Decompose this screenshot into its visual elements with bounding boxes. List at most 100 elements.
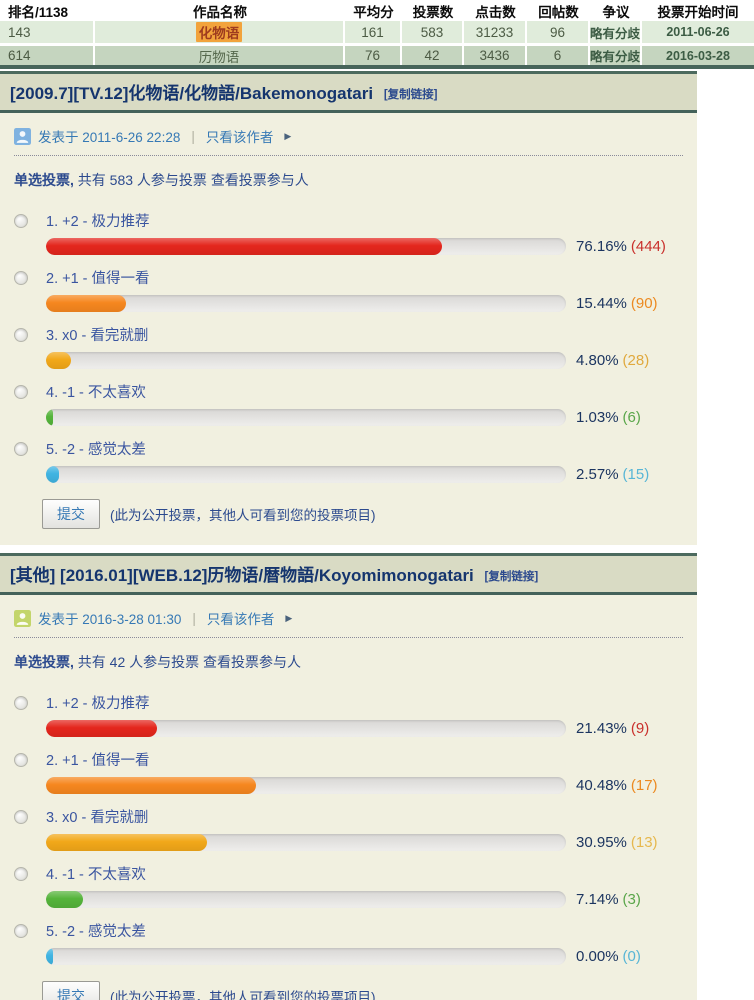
vote-bar-fill	[46, 948, 53, 965]
poll-option: 2. +1 - 值得一看 40.48% (17)	[14, 749, 683, 794]
vote-bar-fill	[46, 834, 207, 851]
vote-count: (90)	[630, 295, 658, 312]
vote-count-value: 583	[402, 21, 464, 43]
divider: |	[192, 610, 196, 626]
vote-count: (444)	[630, 238, 666, 255]
avatar	[14, 127, 31, 145]
only-author-link[interactable]: 只看该作者	[205, 130, 274, 145]
reply-count-value: 6	[527, 46, 590, 65]
option-label: 4. -1 - 不太喜欢	[46, 867, 146, 883]
vote-bar-fill	[46, 466, 60, 483]
vote-percent: 4.80%	[576, 352, 619, 369]
thread-title-bar: [其他] [2016.01][WEB.12]历物语/暦物語/Koyomimono…	[0, 553, 697, 595]
only-author-link[interactable]: 只看该作者	[206, 612, 275, 627]
vote-bar-track	[46, 352, 566, 369]
avg-score-value: 76	[345, 46, 402, 65]
poll-option: 3. x0 - 看完就删 4.80% (28)	[14, 324, 683, 369]
radio-button[interactable]	[14, 441, 28, 456]
vote-bar-track	[46, 834, 566, 851]
dotted-divider	[14, 637, 683, 638]
vote-bar-track	[46, 720, 566, 737]
radio-button[interactable]	[14, 327, 28, 342]
vote-count: (28)	[622, 352, 650, 369]
vote-percent: 1.03%	[576, 409, 619, 426]
vote-count: (13)	[630, 834, 658, 851]
submit-vote-button[interactable]: 提交	[42, 981, 100, 1000]
header-click-count: 点击数	[475, 4, 516, 20]
copy-link[interactable]: [复制链接]	[484, 571, 539, 583]
view-voters-link[interactable]: 查看投票参与人	[210, 172, 309, 188]
vote-bar-fill	[46, 891, 84, 908]
vote-percent: 21.43%	[576, 720, 627, 737]
posted-timestamp: 发表于 2011-6-26 22:28	[38, 130, 181, 145]
vote-count: (15)	[622, 466, 650, 483]
public-vote-note: (此为公开投票，其他人可看到您的投票项目)	[110, 990, 376, 1000]
thread-title: [其他] [2016.01][WEB.12]历物语/暦物語/Koyomimono…	[10, 566, 474, 585]
rank-value: 614	[0, 46, 95, 65]
start-date-value: 2011-06-26	[666, 25, 730, 39]
option-label: 3. x0 - 看完就删	[46, 328, 149, 344]
chevron-right-icon[interactable]: ▶	[285, 612, 293, 623]
vote-percent: 30.95%	[576, 834, 627, 851]
highlighted-title[interactable]: 化物语	[195, 22, 243, 42]
radio-button[interactable]	[14, 866, 28, 881]
work-title[interactable]: 历物语	[95, 46, 345, 65]
radio-button[interactable]	[14, 923, 28, 938]
poll-option: 3. x0 - 看完就删 30.95% (13)	[14, 806, 683, 851]
copy-link[interactable]: [复制链接]	[383, 89, 438, 101]
vote-count: (3)	[622, 891, 641, 908]
vote-count: (17)	[630, 777, 658, 794]
radio-button[interactable]	[14, 695, 28, 710]
option-label: 2. +1 - 值得一看	[46, 753, 150, 769]
spacer	[0, 545, 754, 551]
radio-button[interactable]	[14, 270, 28, 285]
public-vote-note: (此为公开投票，其他人可看到您的投票项目)	[110, 508, 376, 523]
vote-bar-fill	[46, 238, 443, 255]
click-count-value: 31233	[464, 21, 527, 43]
poll-title: 单选投票, 共有 583 人参与投票 查看投票参与人	[14, 170, 683, 190]
vote-percent: 2.57%	[576, 466, 619, 483]
chevron-right-icon[interactable]: ▶	[284, 130, 292, 141]
radio-button[interactable]	[14, 384, 28, 399]
avatar	[14, 609, 31, 627]
vote-bar-track	[46, 409, 566, 426]
thread-title-bar: [2009.7][TV.12]化物语/化物語/Bakemonogatari [复…	[0, 71, 697, 113]
divider: |	[191, 128, 195, 144]
radio-button[interactable]	[14, 809, 28, 824]
submit-vote-button[interactable]: 提交	[42, 499, 100, 529]
post-meta: 发表于 2016-3-28 01:30 | 只看该作者 ▶	[14, 608, 683, 628]
option-label: 4. -1 - 不太喜欢	[46, 385, 146, 401]
dotted-divider	[14, 155, 683, 156]
poll-participants: 共有 42 人参与投票	[73, 654, 204, 670]
vote-count: (9)	[630, 720, 650, 737]
poll-type: 单选投票,	[14, 654, 74, 670]
vote-bar-track	[46, 466, 566, 483]
radio-button[interactable]	[14, 752, 28, 767]
poll-option: 4. -1 - 不太喜欢 7.14% (3)	[14, 863, 683, 908]
poll-title: 单选投票, 共有 42 人参与投票 查看投票参与人	[14, 652, 683, 672]
vote-bar-track	[46, 891, 566, 908]
radio-button[interactable]	[14, 213, 28, 228]
dispute-value: 略有分歧	[590, 46, 642, 65]
option-label: 5. -2 - 感觉太差	[46, 442, 146, 458]
vote-bar-fill	[46, 720, 158, 737]
post-meta: 发表于 2011-6-26 22:28 | 只看该作者 ▶	[14, 126, 683, 146]
poll-option: 5. -2 - 感觉太差 0.00% (0)	[14, 920, 683, 965]
vote-bar-fill	[46, 352, 71, 369]
vote-percent: 76.16%	[576, 238, 627, 255]
vote-bar-track	[46, 238, 566, 255]
table-row: 614 历物语 76 42 3436 6 略有分歧 2016-03-28	[0, 46, 754, 65]
poll-option: 5. -2 - 感觉太差 2.57% (15)	[14, 438, 683, 483]
view-voters-link[interactable]: 查看投票参与人	[203, 654, 302, 670]
post-body: 发表于 2016-3-28 01:30 | 只看该作者 ▶ 单选投票, 共有 4…	[0, 595, 697, 1000]
work-title[interactable]: 化物语	[95, 21, 345, 43]
poll-option: 4. -1 - 不太喜欢 1.03% (6)	[14, 381, 683, 426]
thread-bakemonogatari: [2009.7][TV.12]化物语/化物語/Bakemonogatari [复…	[0, 71, 697, 545]
header-title: 作品名称	[193, 4, 247, 20]
thread-koyomimonogatari: [其他] [2016.01][WEB.12]历物语/暦物語/Koyomimono…	[0, 553, 697, 1000]
poll-option: 2. +1 - 值得一看 15.44% (90)	[14, 267, 683, 312]
reply-count-value: 96	[527, 21, 590, 43]
header-rank: 排名/1138	[8, 4, 69, 20]
table-header-row: 排名/1138 作品名称 平均分 投票数 点击数 回帖数 争议 投票开始时间	[0, 0, 754, 21]
vote-bar-track	[46, 295, 566, 312]
